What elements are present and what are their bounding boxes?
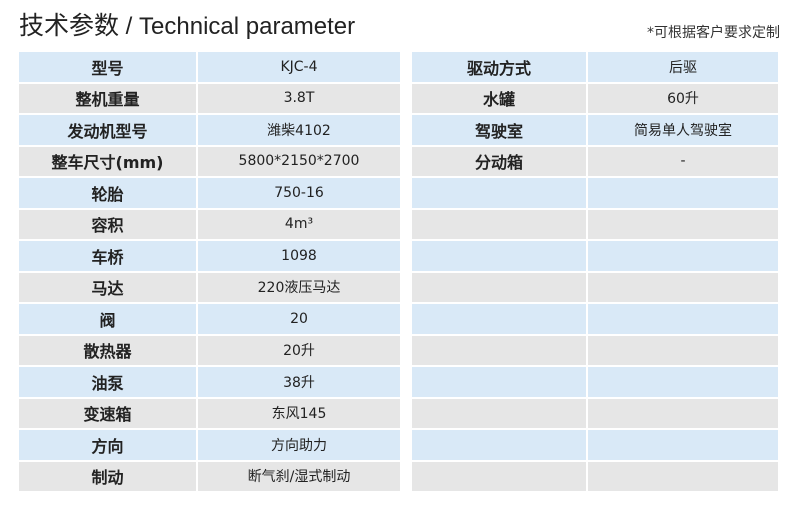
table-row: 制动 断气刹/湿式制动 — [19, 461, 400, 491]
spec-value: 4m³ — [198, 209, 400, 239]
table-row: 整车尺寸(mm) 5800*2150*2700 — [19, 146, 400, 176]
table-row: 油泵 38升 — [19, 367, 400, 397]
spec-value: KJC-4 — [198, 52, 400, 82]
table-row — [412, 398, 778, 428]
spec-name: 车桥 — [19, 241, 196, 271]
spec-value — [588, 461, 778, 491]
spec-value: 东风145 — [198, 398, 400, 428]
spec-value — [588, 430, 778, 460]
spec-table-left: 型号 KJC-4 整机重量 3.8T 发动机型号 潍柴4102 整车尺寸(mm) 5800*2… — [17, 50, 402, 493]
spec-table-right: 驱动方式 后驱 水罐 60升 驾驶室 简易单人驾驶室 分动箱 - — [410, 50, 780, 493]
spec-value — [588, 398, 778, 428]
spec-name: 容积 — [19, 209, 196, 239]
spec-value — [588, 367, 778, 397]
spec-name: 变速箱 — [19, 398, 196, 428]
spec-name: 水罐 — [412, 83, 586, 113]
spec-name — [412, 209, 586, 239]
title-separator: / — [119, 13, 140, 40]
spec-value: 简易单人驾驶室 — [588, 115, 778, 145]
table-row — [412, 241, 778, 271]
spec-value: 20升 — [198, 335, 400, 365]
table-row: 方向 方向助力 — [19, 430, 400, 460]
table-row — [412, 304, 778, 334]
title-cn: 技术参数 — [19, 11, 120, 40]
spec-name: 油泵 — [19, 367, 196, 397]
spec-name — [412, 430, 586, 460]
spec-value: 5800*2150*2700 — [198, 146, 400, 176]
spec-name — [412, 398, 586, 428]
table-row: 马达 220液压马达 — [19, 272, 400, 302]
spec-name — [412, 241, 586, 271]
spec-value: 潍柴4102 — [198, 115, 400, 145]
table-row — [412, 335, 778, 365]
table-row — [412, 367, 778, 397]
table-row: 变速箱 东风145 — [19, 398, 400, 428]
spec-name — [412, 367, 586, 397]
table-row: 发动机型号 潍柴4102 — [19, 115, 400, 145]
table-row — [412, 430, 778, 460]
spec-value: 220液压马达 — [198, 272, 400, 302]
table-row — [412, 178, 778, 208]
spec-value: - — [588, 146, 778, 176]
table-row: 整机重量 3.8T — [19, 83, 400, 113]
title-en: Technical parameter — [139, 13, 356, 40]
spec-name: 发动机型号 — [19, 115, 196, 145]
spec-value — [588, 304, 778, 334]
spec-value — [588, 335, 778, 365]
customization-note: *可根据客户要求定制 — [647, 25, 780, 41]
spec-name: 分动箱 — [412, 146, 586, 176]
spec-name — [412, 272, 586, 302]
spec-value: 750-16 — [198, 178, 400, 208]
spec-name: 制动 — [19, 461, 196, 491]
table-row: 分动箱 - — [412, 146, 778, 176]
table-row — [412, 209, 778, 239]
table-row: 型号 KJC-4 — [19, 52, 400, 82]
spec-name — [412, 335, 586, 365]
table-row: 车桥 1098 — [19, 241, 400, 271]
spec-name: 方向 — [19, 430, 196, 460]
table-row — [412, 461, 778, 491]
spec-value: 38升 — [198, 367, 400, 397]
table-row: 阀 20 — [19, 304, 400, 334]
spec-value: 1098 — [198, 241, 400, 271]
spec-name: 马达 — [19, 272, 196, 302]
spec-name: 整机重量 — [19, 83, 196, 113]
spec-name — [412, 461, 586, 491]
spec-value — [588, 272, 778, 302]
spec-name: 散热器 — [19, 335, 196, 365]
spec-value: 60升 — [588, 83, 778, 113]
spec-name: 驱动方式 — [412, 52, 586, 82]
table-row: 驱动方式 后驱 — [412, 52, 778, 82]
table-row: 驾驶室 简易单人驾驶室 — [412, 115, 778, 145]
table-row: 容积 4m³ — [19, 209, 400, 239]
spec-name — [412, 304, 586, 334]
table-row: 轮胎 750-16 — [19, 178, 400, 208]
spec-name: 驾驶室 — [412, 115, 586, 145]
spec-value — [588, 178, 778, 208]
spec-name: 型号 — [19, 52, 196, 82]
spec-value: 20 — [198, 304, 400, 334]
spec-name: 轮胎 — [19, 178, 196, 208]
table-row: 散热器 20升 — [19, 335, 400, 365]
page-title: 技术参数 / Technical parameter — [19, 6, 355, 42]
table-row: 水罐 60升 — [412, 83, 778, 113]
spec-value: 方向助力 — [198, 430, 400, 460]
spec-value — [588, 209, 778, 239]
spec-name: 整车尺寸(mm) — [19, 146, 196, 176]
spec-value — [588, 241, 778, 271]
spec-value: 断气刹/湿式制动 — [198, 461, 400, 491]
spec-value: 后驱 — [588, 52, 778, 82]
spec-name — [412, 178, 586, 208]
spec-value: 3.8T — [198, 83, 400, 113]
table-row — [412, 272, 778, 302]
spec-name: 阀 — [19, 304, 196, 334]
